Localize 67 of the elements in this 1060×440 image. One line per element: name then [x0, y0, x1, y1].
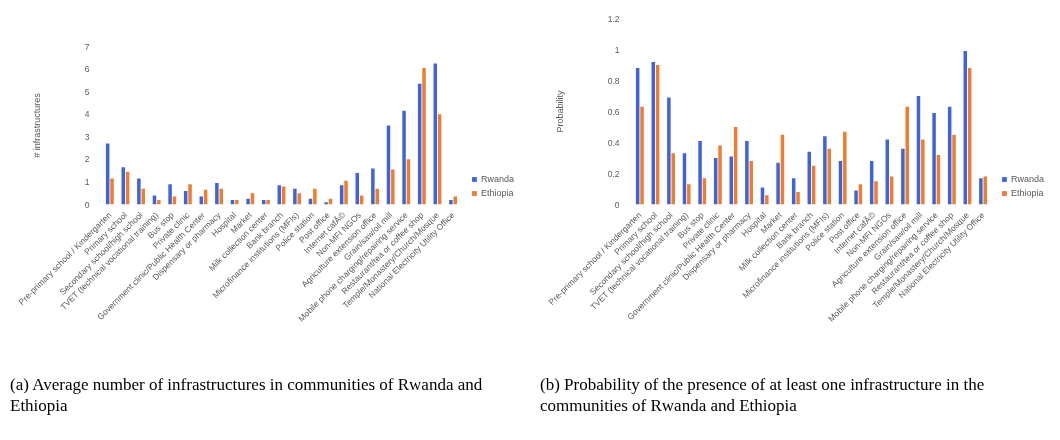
legend-label: Rwanda [1010, 174, 1044, 184]
bar [765, 195, 769, 205]
y-tick-label: 0.2 [607, 168, 620, 179]
bar [776, 162, 780, 205]
y-tick-label: 1.2 [607, 13, 620, 24]
bar [952, 134, 956, 205]
bar [823, 136, 827, 205]
bar [391, 169, 395, 205]
bar [745, 140, 749, 205]
y-tick-label: 0.6 [607, 106, 620, 117]
bar [422, 67, 426, 205]
text: (b) Probability of the presence of at least one infrastructure in the communities of Rwanda and Ethiopia [540, 374, 986, 416]
y-axis-title: Probability [554, 89, 565, 133]
y-tick-label: 0 [84, 199, 90, 210]
bar [141, 188, 145, 205]
legend-label: Ethiopia [480, 188, 514, 198]
bar [932, 113, 936, 205]
bar [698, 140, 702, 205]
bar [188, 184, 192, 205]
bar [293, 188, 297, 205]
bar [749, 161, 753, 205]
y-tick-label: 1 [84, 176, 90, 187]
text: (a) Average number of infrastructures in communities of Rwanda and Ethiopia [10, 374, 484, 416]
y-tick-label: 6 [84, 64, 90, 75]
bar [375, 188, 379, 205]
y-tick-label: 1 [614, 44, 620, 55]
bar [137, 178, 141, 205]
bar [453, 196, 457, 205]
bar [640, 106, 644, 205]
bar [266, 199, 270, 205]
bar [667, 97, 671, 205]
bar [854, 190, 858, 205]
bar [827, 148, 831, 205]
bar [157, 199, 161, 205]
bar [901, 148, 905, 205]
bar [324, 202, 328, 205]
y-tick-label: 0.4 [607, 137, 620, 148]
bar [921, 139, 925, 205]
bar [313, 188, 317, 205]
bar [843, 131, 847, 205]
y-tick-label: 4 [84, 109, 90, 120]
bar [297, 193, 301, 205]
legend-label: Ethiopia [1010, 188, 1044, 198]
y-axis-title: # infrastructures [31, 92, 42, 158]
bar [215, 183, 219, 205]
y-tick-label: 3 [84, 131, 90, 142]
bar [168, 184, 172, 205]
bar [246, 198, 250, 205]
legend-label: Rwanda [480, 174, 514, 184]
bar [110, 178, 114, 205]
y-tick-label: 2 [84, 154, 90, 165]
bar [983, 176, 987, 205]
bar [874, 181, 878, 205]
bar [219, 188, 223, 205]
bar [905, 106, 909, 205]
bar [371, 168, 375, 205]
y-tick-label: 0.8 [607, 75, 620, 86]
y-tick-label: 5 [84, 86, 90, 97]
bar [235, 199, 239, 205]
bar [671, 153, 675, 205]
bar [687, 184, 691, 205]
bar [402, 110, 406, 205]
y-tick-label: 7 [84, 41, 90, 52]
bar [718, 145, 722, 205]
bar [344, 180, 348, 205]
bar [796, 192, 800, 205]
y-tick-label: 0 [614, 199, 620, 210]
